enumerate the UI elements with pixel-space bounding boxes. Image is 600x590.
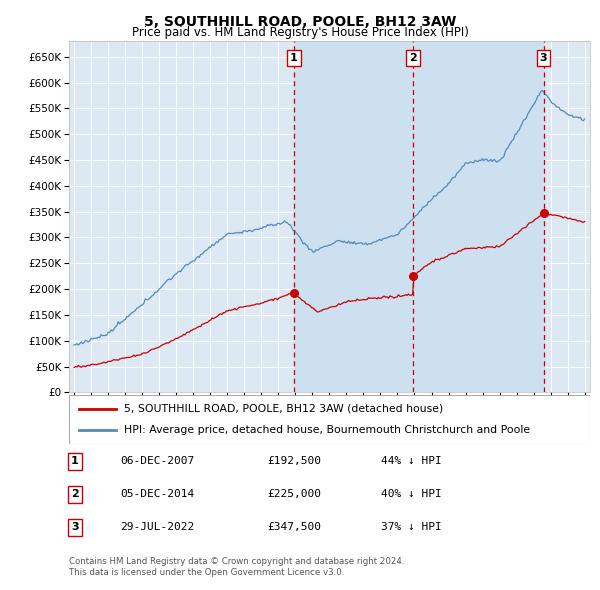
Text: 40% ↓ HPI: 40% ↓ HPI — [381, 490, 442, 499]
Bar — [294, 41, 544, 392]
Text: HPI: Average price, detached house, Bournemouth Christchurch and Poole: HPI: Average price, detached house, Bour… — [124, 425, 530, 435]
Text: £225,000: £225,000 — [267, 490, 321, 499]
Text: Price paid vs. HM Land Registry's House Price Index (HPI): Price paid vs. HM Land Registry's House … — [131, 26, 469, 39]
Text: 05-DEC-2014: 05-DEC-2014 — [120, 490, 194, 499]
Text: 06-DEC-2007: 06-DEC-2007 — [120, 457, 194, 466]
Text: 3: 3 — [71, 523, 79, 532]
Text: 1: 1 — [71, 457, 79, 466]
Text: £347,500: £347,500 — [267, 523, 321, 532]
Text: 44% ↓ HPI: 44% ↓ HPI — [381, 457, 442, 466]
Text: 5, SOUTHHILL ROAD, POOLE, BH12 3AW: 5, SOUTHHILL ROAD, POOLE, BH12 3AW — [144, 15, 456, 30]
Text: 29-JUL-2022: 29-JUL-2022 — [120, 523, 194, 532]
Text: 3: 3 — [539, 53, 547, 63]
Text: Contains HM Land Registry data © Crown copyright and database right 2024.: Contains HM Land Registry data © Crown c… — [69, 557, 404, 566]
Text: 1: 1 — [290, 53, 298, 63]
Text: 2: 2 — [409, 53, 417, 63]
Text: This data is licensed under the Open Government Licence v3.0.: This data is licensed under the Open Gov… — [69, 568, 344, 577]
Text: 37% ↓ HPI: 37% ↓ HPI — [381, 523, 442, 532]
Text: £192,500: £192,500 — [267, 457, 321, 466]
Text: 5, SOUTHHILL ROAD, POOLE, BH12 3AW (detached house): 5, SOUTHHILL ROAD, POOLE, BH12 3AW (deta… — [124, 404, 443, 414]
Text: 2: 2 — [71, 490, 79, 499]
FancyBboxPatch shape — [69, 395, 590, 444]
